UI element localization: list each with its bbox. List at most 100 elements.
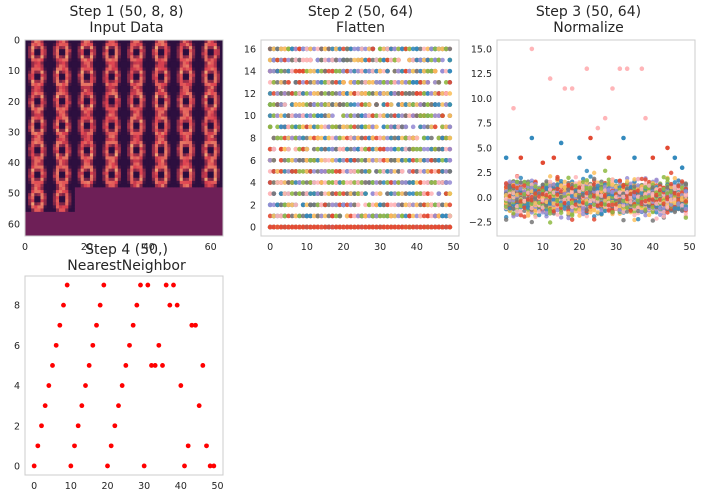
image-pixel — [34, 202, 38, 206]
image-pixel — [204, 162, 208, 166]
image-pixel — [142, 52, 146, 56]
image-pixel — [68, 125, 72, 130]
image-pixel — [151, 104, 156, 108]
image-pixel — [52, 134, 57, 139]
image-pixel — [55, 171, 60, 176]
image-pixel — [158, 52, 162, 56]
image-pixel — [80, 113, 85, 117]
image-pixel — [210, 119, 215, 124]
image-pixel — [74, 104, 78, 108]
image-pixel — [127, 70, 131, 75]
image-pixel — [204, 92, 208, 96]
image-pixel — [173, 174, 177, 179]
image-pixel — [136, 64, 140, 68]
image-pixel — [71, 141, 75, 145]
image-pixel — [170, 159, 174, 163]
data-point — [289, 157, 295, 163]
image-pixel — [77, 141, 82, 145]
image-pixel — [154, 70, 159, 75]
image-pixel — [195, 70, 199, 75]
image-pixel — [96, 43, 100, 47]
image-pixel — [71, 67, 75, 71]
image-pixel — [99, 156, 103, 160]
image-pixel — [164, 147, 168, 151]
image-pixel — [120, 183, 125, 188]
image-pixel — [105, 141, 109, 145]
image-pixel — [105, 153, 109, 157]
image-pixel — [198, 40, 202, 44]
image-pixel — [114, 153, 119, 157]
image-pixel — [96, 40, 100, 44]
image-pixel — [151, 128, 156, 133]
image-pixel — [77, 40, 82, 44]
image-pixel — [37, 64, 41, 68]
image-pixel — [188, 104, 193, 108]
image-pixel — [167, 131, 171, 136]
image-pixel — [213, 70, 218, 75]
image-pixel — [188, 95, 193, 99]
image-pixel — [37, 43, 41, 47]
image-pixel — [68, 128, 72, 133]
image-pixel — [133, 110, 137, 114]
image-pixel — [182, 46, 187, 50]
image-pixel — [37, 199, 41, 203]
image-pixel — [120, 141, 125, 145]
image-pixel — [136, 177, 140, 182]
image-pixel — [62, 73, 66, 78]
image-pixel — [179, 138, 184, 142]
image-pixel — [173, 49, 177, 53]
image-pixel — [158, 177, 162, 182]
image-pixel — [133, 95, 137, 99]
data-point — [322, 157, 328, 163]
image-pixel — [154, 61, 159, 65]
image-pixel — [161, 125, 165, 130]
image-pixel — [154, 183, 159, 188]
image-pixel — [74, 110, 78, 114]
image-pixel — [55, 202, 60, 206]
image-pixel — [130, 70, 134, 75]
image-pixel — [74, 156, 78, 160]
image-pixel — [28, 79, 32, 84]
data-point — [297, 80, 302, 85]
image-pixel — [127, 110, 131, 114]
image-pixel — [96, 116, 100, 120]
image-pixel — [207, 165, 211, 169]
image-pixel — [102, 147, 106, 151]
image-pixel — [83, 156, 88, 160]
image-pixel — [198, 177, 202, 182]
image-pixel — [216, 162, 221, 166]
image-pixel — [52, 61, 57, 65]
image-pixel — [164, 67, 168, 71]
image-pixel — [130, 122, 134, 127]
image-pixel — [182, 85, 187, 90]
image-pixel — [68, 55, 72, 59]
image-pixel — [105, 168, 109, 173]
data-point — [289, 202, 295, 208]
image-pixel — [49, 165, 54, 169]
image-pixel — [192, 52, 196, 56]
image-pixel — [46, 183, 51, 188]
image-pixel — [111, 147, 116, 151]
image-pixel — [37, 196, 41, 200]
image-pixel — [37, 76, 41, 81]
image-pixel — [148, 122, 153, 127]
image-pixel — [111, 70, 116, 75]
image-pixel — [192, 144, 196, 148]
panel-4-subtitle-text: NearestNeighbor — [67, 258, 186, 274]
image-pixel — [43, 67, 47, 71]
image-pixel — [59, 177, 63, 182]
image-pixel — [127, 180, 131, 185]
image-pixel — [83, 98, 88, 102]
image-pixel — [49, 144, 54, 148]
image-pixel — [201, 49, 205, 53]
image-pixel — [120, 73, 125, 78]
image-pixel — [111, 55, 116, 59]
image-pixel — [188, 73, 193, 78]
image-pixel — [65, 171, 69, 176]
image-pixel — [164, 49, 168, 53]
image-pixel — [133, 55, 137, 59]
data-point — [267, 224, 273, 230]
image-pixel — [71, 180, 75, 185]
image-pixel — [127, 177, 131, 182]
image-pixel — [154, 79, 159, 84]
